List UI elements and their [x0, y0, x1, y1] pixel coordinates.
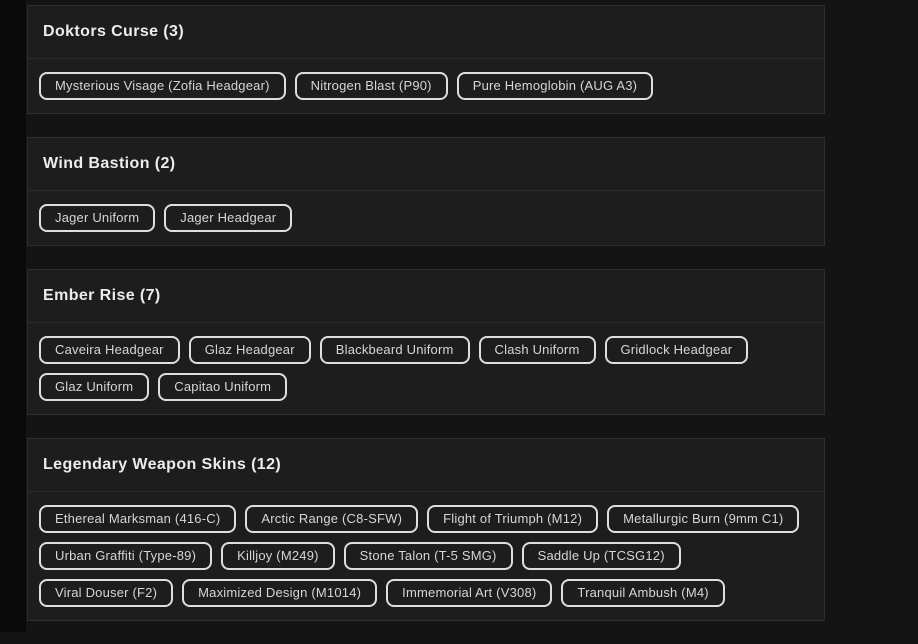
section-items: Caveira Headgear Glaz Headgear Blackbear…	[28, 323, 824, 414]
item-pill[interactable]: Mysterious Visage (Zofia Headgear)	[39, 72, 286, 100]
item-pill[interactable]: Immemorial Art (V308)	[386, 579, 553, 607]
section-items: Jager Uniform Jager Headgear	[28, 191, 824, 245]
item-pill[interactable]: Metallurgic Burn (9mm C1)	[607, 505, 800, 533]
item-pill[interactable]: Pure Hemoglobin (AUG A3)	[456, 72, 654, 100]
item-pill[interactable]: Caveira Headgear	[39, 336, 180, 364]
item-pill[interactable]: Stone Talon (T-5 SMG)	[343, 542, 513, 570]
section-title: Doktors Curse (3)	[43, 23, 185, 40]
section-header: Legendary Weapon Skins (12)	[28, 439, 824, 492]
section-items: Mysterious Visage (Zofia Headgear) Nitro…	[28, 59, 824, 113]
item-pill[interactable]: Jager Headgear	[164, 204, 293, 232]
item-pill[interactable]: Glaz Uniform	[39, 373, 150, 401]
collection-section: Doktors Curse (3) Mysterious Visage (Zof…	[27, 5, 825, 114]
item-pill[interactable]: Glaz Headgear	[188, 336, 311, 364]
collection-list: Doktors Curse (3) Mysterious Visage (Zof…	[27, 5, 825, 644]
item-pill[interactable]: Clash Uniform	[478, 336, 596, 364]
item-pill[interactable]: Maximized Design (M1014)	[182, 579, 378, 607]
section-title: Legendary Weapon Skins (12)	[43, 456, 282, 473]
collection-section: Legendary Weapon Skins (12) Ethereal Mar…	[27, 438, 825, 621]
item-pill[interactable]: Blackbeard Uniform	[319, 336, 470, 364]
item-pill[interactable]: Flight of Triumph (M12)	[427, 505, 599, 533]
item-pill[interactable]: Capitao Uniform	[158, 373, 288, 401]
item-pill[interactable]: Nitrogen Blast (P90)	[294, 72, 448, 100]
section-header: Doktors Curse (3)	[28, 6, 824, 59]
section-header: Ember Rise (7)	[28, 270, 824, 323]
item-pill[interactable]: Tranquil Ambush (M4)	[561, 579, 725, 607]
section-title: Wind Bastion (2)	[43, 155, 176, 172]
section-items: Ethereal Marksman (416-C) Arctic Range (…	[28, 492, 824, 620]
item-pill[interactable]: Jager Uniform	[39, 204, 156, 232]
collection-section: Ember Rise (7) Caveira Headgear Glaz Hea…	[27, 269, 825, 415]
item-pill[interactable]: Gridlock Headgear	[604, 336, 749, 364]
item-pill[interactable]: Saddle Up (TCSG12)	[521, 542, 681, 570]
item-pill[interactable]: Viral Douser (F2)	[39, 579, 174, 607]
section-header: Wind Bastion (2)	[28, 138, 824, 191]
section-title: Ember Rise (7)	[43, 287, 161, 304]
item-pill[interactable]: Killjoy (M249)	[221, 542, 335, 570]
item-pill[interactable]: Urban Graffiti (Type-89)	[39, 542, 213, 570]
item-pill[interactable]: Ethereal Marksman (416-C)	[39, 505, 237, 533]
item-pill[interactable]: Arctic Range (C8-SFW)	[245, 505, 419, 533]
left-gutter	[0, 0, 26, 632]
collection-section: Wind Bastion (2) Jager Uniform Jager Hea…	[27, 137, 825, 246]
